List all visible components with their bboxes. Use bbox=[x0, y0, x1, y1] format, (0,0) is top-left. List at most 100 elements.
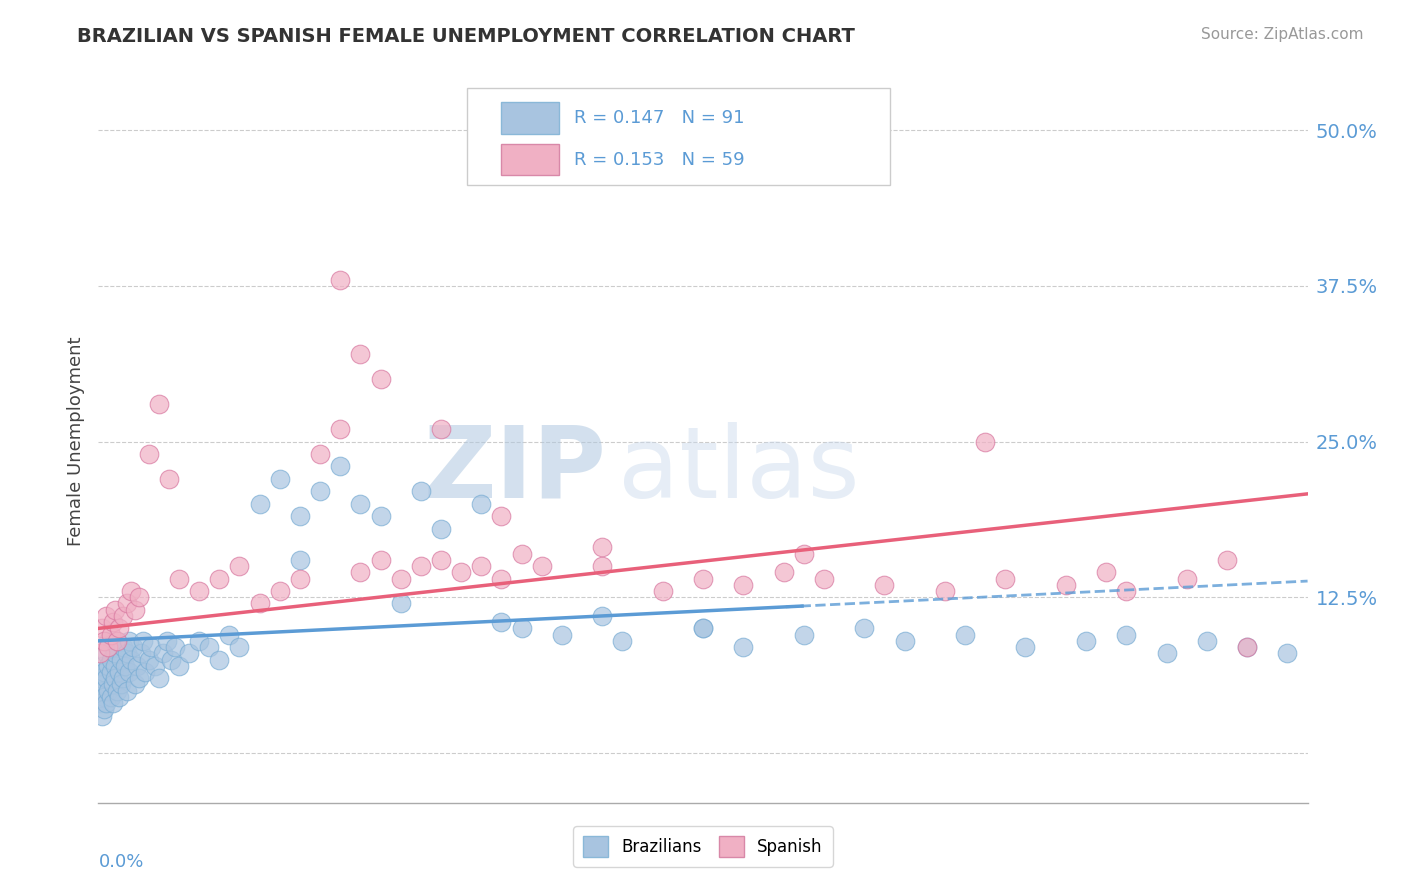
Point bbox=[115, 646, 138, 660]
Point bbox=[101, 677, 124, 691]
Point bbox=[1074, 633, 1097, 648]
Point bbox=[470, 559, 492, 574]
Text: atlas: atlas bbox=[619, 422, 860, 519]
Point bbox=[100, 665, 122, 679]
Point bbox=[97, 658, 120, 673]
Point bbox=[132, 633, 155, 648]
Point bbox=[692, 621, 714, 635]
Point bbox=[450, 566, 472, 580]
Point bbox=[101, 696, 124, 710]
Point bbox=[430, 553, 453, 567]
Point bbox=[160, 652, 183, 666]
Point bbox=[118, 633, 141, 648]
Point bbox=[692, 621, 714, 635]
Bar bbox=[501, 144, 560, 176]
Point bbox=[329, 422, 352, 436]
Point bbox=[208, 572, 231, 586]
Point bbox=[93, 633, 115, 648]
Point bbox=[370, 553, 392, 567]
Text: Source: ZipAtlas.com: Source: ZipAtlas.com bbox=[1201, 27, 1364, 42]
Point bbox=[793, 627, 815, 641]
Point bbox=[733, 578, 755, 592]
Point bbox=[100, 690, 122, 704]
Point bbox=[491, 615, 513, 630]
Point bbox=[111, 671, 134, 685]
Point bbox=[249, 497, 271, 511]
Point bbox=[188, 584, 211, 599]
Point bbox=[91, 708, 114, 723]
Point bbox=[813, 572, 835, 586]
Point bbox=[218, 627, 240, 641]
Point bbox=[89, 646, 111, 660]
Point bbox=[125, 658, 148, 673]
Point bbox=[1095, 566, 1118, 580]
Point bbox=[1014, 640, 1036, 654]
Point bbox=[107, 665, 129, 679]
Legend: Brazilians, Spanish: Brazilians, Spanish bbox=[574, 826, 832, 867]
Point bbox=[91, 683, 114, 698]
Point bbox=[692, 572, 714, 586]
Point bbox=[1115, 584, 1137, 599]
Point bbox=[167, 658, 190, 673]
Point bbox=[103, 658, 125, 673]
Y-axis label: Female Unemployment: Female Unemployment bbox=[66, 337, 84, 546]
Point bbox=[143, 658, 166, 673]
Point bbox=[118, 665, 141, 679]
Point bbox=[269, 584, 291, 599]
Point bbox=[389, 597, 412, 611]
Point bbox=[157, 472, 180, 486]
Point bbox=[97, 683, 120, 698]
Point bbox=[994, 572, 1017, 586]
Point bbox=[1115, 627, 1137, 641]
Point bbox=[409, 559, 432, 574]
Point bbox=[97, 640, 120, 654]
Point bbox=[288, 553, 311, 567]
Point bbox=[101, 640, 124, 654]
Point bbox=[269, 472, 291, 486]
Point bbox=[167, 572, 190, 586]
Point bbox=[530, 559, 553, 574]
Point bbox=[179, 646, 201, 660]
Text: ZIP: ZIP bbox=[423, 422, 606, 519]
Point bbox=[111, 609, 134, 624]
Point bbox=[349, 497, 371, 511]
Point bbox=[1236, 640, 1258, 654]
Point bbox=[612, 633, 634, 648]
Point bbox=[591, 559, 613, 574]
Point bbox=[138, 652, 160, 666]
Point bbox=[103, 671, 125, 685]
Point bbox=[129, 646, 152, 660]
Point bbox=[591, 541, 613, 555]
Point bbox=[128, 671, 150, 685]
Point bbox=[288, 572, 311, 586]
Point bbox=[148, 671, 170, 685]
Point bbox=[551, 627, 574, 641]
Point bbox=[100, 652, 122, 666]
Text: R = 0.147   N = 91: R = 0.147 N = 91 bbox=[574, 109, 744, 127]
Point bbox=[651, 584, 673, 599]
Point bbox=[510, 547, 533, 561]
Point bbox=[873, 578, 896, 592]
Point bbox=[249, 597, 271, 611]
Point bbox=[93, 677, 115, 691]
Point bbox=[163, 640, 186, 654]
Point bbox=[138, 447, 160, 461]
Point bbox=[974, 434, 997, 449]
Point bbox=[733, 640, 755, 654]
Point bbox=[91, 621, 114, 635]
Point bbox=[430, 522, 453, 536]
Point bbox=[139, 640, 162, 654]
Point bbox=[1156, 646, 1178, 660]
Point bbox=[111, 640, 134, 654]
Point bbox=[329, 459, 352, 474]
Text: 0.0%: 0.0% bbox=[98, 854, 143, 871]
Point bbox=[96, 646, 118, 660]
Point bbox=[309, 484, 332, 499]
Point bbox=[148, 397, 170, 411]
Point bbox=[370, 509, 392, 524]
Point bbox=[89, 671, 111, 685]
Point bbox=[93, 702, 115, 716]
Point bbox=[228, 559, 250, 574]
Point bbox=[370, 372, 392, 386]
Point bbox=[100, 627, 122, 641]
